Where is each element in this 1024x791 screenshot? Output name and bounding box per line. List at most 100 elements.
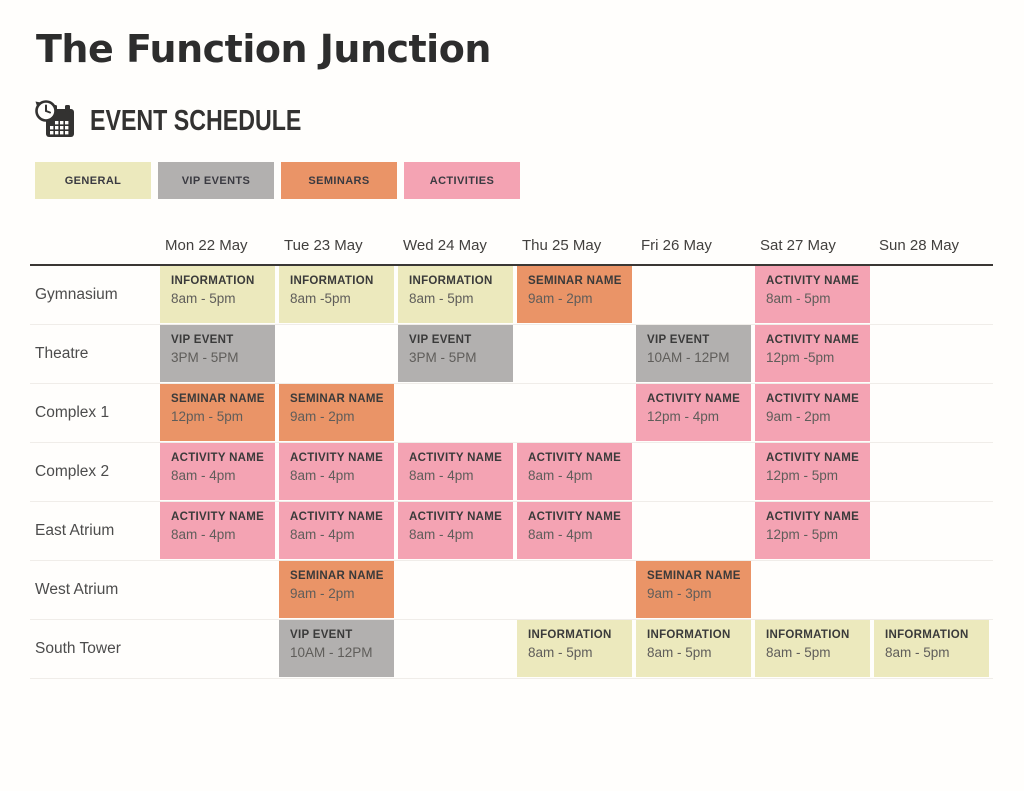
day-header-fri: Fri 26 May — [641, 236, 712, 254]
schedule-row: East Atrium ACTIVITY NAME 8am - 4pm ACTIVIT… — [30, 502, 993, 561]
schedule-rows: Gymnasium INFORMATION 8am - 5pm INFORMATION… — [30, 266, 993, 679]
event-cell: SEMINAR NAME 9am - 3pm — [636, 561, 755, 619]
event-time: 9am - 2pm — [290, 586, 355, 601]
event-time: 10AM - 12PM — [290, 645, 373, 660]
day-header-sat: Sat 27 May — [760, 236, 836, 254]
event-name: INFORMATION — [409, 275, 493, 287]
empty-cell — [636, 443, 755, 501]
event-name: SEMINAR NAME — [647, 570, 741, 582]
event-cell: ACTIVITY NAME 8am - 4pm — [517, 502, 636, 560]
day-header-row: Mon 22 May Tue 23 May Wed 24 May Thu 25 … — [30, 226, 993, 264]
event-cell: SEMINAR NAME 12pm - 5pm — [160, 384, 279, 442]
event-time: 8am - 4pm — [171, 468, 236, 483]
venue-label: Complex 2 — [35, 463, 110, 480]
event-time: 12pm - 5pm — [766, 468, 839, 483]
event-name: SEMINAR NAME — [290, 393, 384, 405]
schedule-row: Theatre VIP EVENT 3PM - 5PM VIP EVENT 3PM - … — [30, 325, 993, 384]
event-name: VIP EVENT — [647, 334, 710, 346]
empty-cell — [517, 384, 636, 442]
header-divider — [30, 264, 993, 266]
legend-seminars[interactable]: SEMINARS — [281, 162, 397, 199]
event-time: 8am - 4pm — [171, 527, 236, 542]
empty-cell — [160, 620, 279, 678]
event-name: INFORMATION — [290, 275, 374, 287]
event-name: ACTIVITY NAME — [766, 275, 860, 287]
event-cell: INFORMATION 8am - 5pm — [398, 266, 517, 324]
event-cell: ACTIVITY NAME 8am - 4pm — [279, 443, 398, 501]
event-cell: INFORMATION 8am - 5pm — [160, 266, 279, 324]
event-time: 8am - 5pm — [885, 645, 950, 660]
event-name: ACTIVITY NAME — [528, 511, 622, 523]
empty-cell — [636, 266, 755, 324]
event-time: 9am - 2pm — [290, 409, 355, 424]
event-cell: SEMINAR NAME 9am - 2pm — [517, 266, 636, 324]
event-name: ACTIVITY NAME — [647, 393, 741, 405]
event-time: 3PM - 5PM — [409, 350, 477, 365]
event-cell: ACTIVITY NAME 12pm - 4pm — [636, 384, 755, 442]
event-name: ACTIVITY NAME — [766, 511, 860, 523]
event-name: VIP EVENT — [171, 334, 234, 346]
event-cell: ACTIVITY NAME 8am - 4pm — [160, 502, 279, 560]
event-time: 8am - 4pm — [290, 527, 355, 542]
schedule-row: Complex 2 ACTIVITY NAME 8am - 4pm ACTIVITY … — [30, 443, 993, 502]
empty-cell — [874, 443, 993, 501]
event-cell: SEMINAR NAME 9am - 2pm — [279, 561, 398, 619]
event-time: 8am - 5pm — [766, 291, 831, 306]
event-time: 12pm -5pm — [766, 350, 835, 365]
event-cell: ACTIVITY NAME 8am - 5pm — [755, 266, 874, 324]
venue-label: South Tower — [35, 640, 121, 657]
event-name: SEMINAR NAME — [290, 570, 384, 582]
event-time: 8am - 5pm — [766, 645, 831, 660]
event-time: 3PM - 5PM — [171, 350, 239, 365]
event-cell: ACTIVITY NAME 8am - 4pm — [160, 443, 279, 501]
event-cell: VIP EVENT 10AM - 12PM — [636, 325, 755, 383]
event-time: 8am - 4pm — [409, 468, 474, 483]
event-cell: ACTIVITY NAME 12pm - 5pm — [755, 502, 874, 560]
event-name: ACTIVITY NAME — [766, 334, 860, 346]
schedule-heading: EVENT SCHEDULE — [90, 104, 302, 137]
day-header-sun: Sun 28 May — [879, 236, 960, 254]
event-cell: ACTIVITY NAME 12pm -5pm — [755, 325, 874, 383]
event-time: 9am - 3pm — [647, 586, 712, 601]
empty-cell — [398, 384, 517, 442]
clock-calendar-icon — [34, 99, 80, 143]
event-name: INFORMATION — [528, 629, 612, 641]
empty-cell — [874, 325, 993, 383]
legend-vip-events[interactable]: VIP EVENTS — [158, 162, 274, 199]
empty-cell — [279, 325, 398, 383]
event-time: 8am - 4pm — [290, 468, 355, 483]
event-cell: VIP EVENT 10AM - 12PM — [279, 620, 398, 678]
event-time: 8am - 5pm — [409, 291, 474, 306]
event-cell: SEMINAR NAME 9am - 2pm — [279, 384, 398, 442]
day-header-wed: Wed 24 May — [403, 236, 487, 254]
empty-cell — [160, 561, 279, 619]
event-cell: ACTIVITY NAME 8am - 4pm — [398, 502, 517, 560]
event-cell: ACTIVITY NAME 9am - 2pm — [755, 384, 874, 442]
venue-label: West Atrium — [35, 581, 119, 598]
empty-cell — [517, 325, 636, 383]
event-cell: VIP EVENT 3PM - 5PM — [160, 325, 279, 383]
event-name: SEMINAR NAME — [528, 275, 622, 287]
event-name: ACTIVITY NAME — [171, 511, 265, 523]
day-header-mon: Mon 22 May — [165, 236, 248, 254]
event-name: VIP EVENT — [409, 334, 472, 346]
empty-cell — [874, 384, 993, 442]
legend-general[interactable]: GENERAL — [35, 162, 151, 199]
event-name: INFORMATION — [885, 629, 969, 641]
event-cell: INFORMATION 8am - 5pm — [755, 620, 874, 678]
event-cell: ACTIVITY NAME 8am - 4pm — [279, 502, 398, 560]
event-time: 8am - 4pm — [409, 527, 474, 542]
event-cell: INFORMATION 8am -5pm — [279, 266, 398, 324]
legend-activities[interactable]: ACTIVITIES — [404, 162, 520, 199]
event-name: VIP EVENT — [290, 629, 353, 641]
event-cell: ACTIVITY NAME 8am - 4pm — [398, 443, 517, 501]
day-header-thu: Thu 25 May — [522, 236, 602, 254]
event-time: 8am - 4pm — [528, 527, 593, 542]
venue-label: East Atrium — [35, 522, 115, 539]
venue-label: Gymnasium — [35, 286, 118, 303]
event-time: 10AM - 12PM — [647, 350, 730, 365]
event-cell: ACTIVITY NAME 8am - 4pm — [517, 443, 636, 501]
event-name: ACTIVITY NAME — [766, 452, 860, 464]
event-name: ACTIVITY NAME — [528, 452, 622, 464]
empty-cell — [755, 561, 874, 619]
